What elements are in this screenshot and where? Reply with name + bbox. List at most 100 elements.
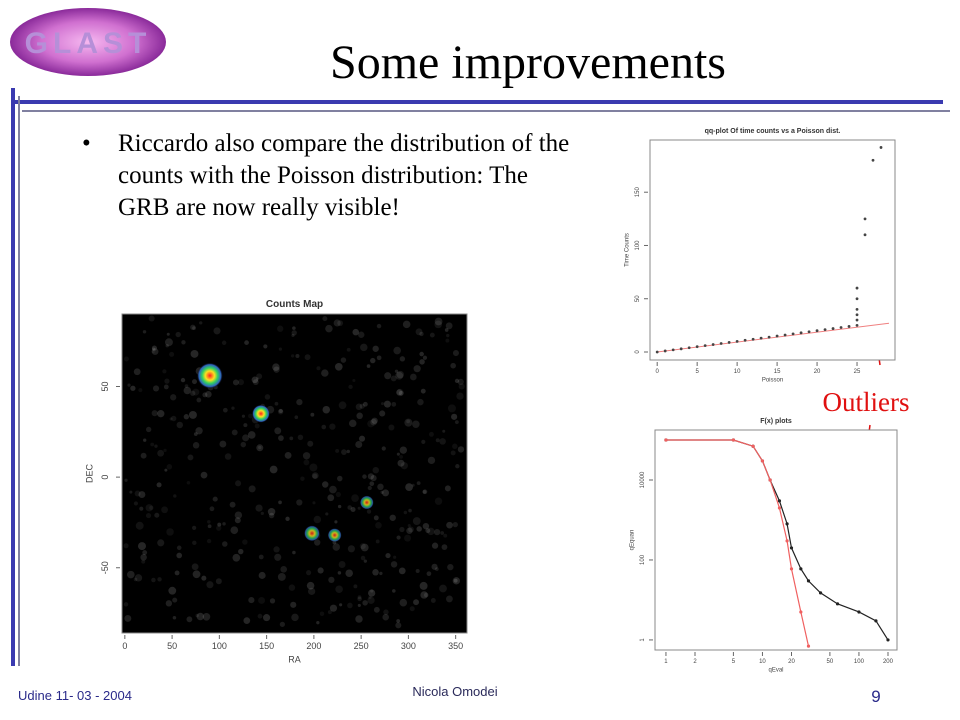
y-tick-label: 50 bbox=[100, 381, 110, 391]
background-noise bbox=[145, 426, 152, 433]
background-noise bbox=[444, 485, 451, 492]
background-noise bbox=[213, 327, 221, 335]
background-noise bbox=[368, 589, 376, 597]
background-noise bbox=[140, 554, 147, 561]
x-tick-label: 5 bbox=[695, 369, 699, 375]
background-noise bbox=[224, 453, 232, 460]
background-noise bbox=[381, 446, 386, 451]
background-noise bbox=[206, 538, 212, 544]
background-noise bbox=[390, 375, 397, 382]
background-noise bbox=[234, 511, 243, 519]
background-noise bbox=[433, 529, 441, 536]
background-noise bbox=[273, 366, 280, 373]
point bbox=[855, 323, 859, 327]
point bbox=[703, 344, 707, 348]
background-noise bbox=[337, 475, 343, 482]
x-tick-label: 5 bbox=[732, 659, 736, 665]
background-noise bbox=[238, 548, 244, 555]
background-noise bbox=[392, 589, 396, 593]
background-noise bbox=[398, 567, 406, 575]
background-noise bbox=[335, 491, 341, 498]
background-noise bbox=[422, 355, 428, 360]
point bbox=[818, 591, 823, 595]
background-noise bbox=[443, 533, 448, 538]
background-noise bbox=[412, 517, 421, 525]
point bbox=[831, 327, 835, 330]
point bbox=[863, 217, 867, 221]
background-noise bbox=[308, 587, 316, 595]
background-noise bbox=[294, 415, 299, 420]
background-noise bbox=[172, 597, 178, 603]
background-noise bbox=[222, 407, 228, 413]
point bbox=[727, 341, 731, 344]
background-noise bbox=[184, 384, 189, 388]
background-noise bbox=[311, 472, 319, 479]
background-noise bbox=[264, 394, 271, 400]
background-noise bbox=[322, 316, 328, 322]
background-noise bbox=[357, 603, 361, 607]
background-noise bbox=[168, 586, 177, 595]
background-noise bbox=[169, 351, 175, 357]
background-noise bbox=[207, 520, 211, 524]
point bbox=[807, 330, 811, 334]
background-noise bbox=[396, 535, 401, 540]
background-noise bbox=[339, 603, 343, 607]
point bbox=[711, 343, 715, 346]
point bbox=[855, 286, 859, 290]
background-noise bbox=[137, 542, 146, 551]
background-noise bbox=[399, 454, 403, 459]
background-noise bbox=[161, 506, 168, 514]
background-noise bbox=[360, 555, 366, 561]
background-noise bbox=[373, 606, 380, 613]
x-tick-label: 100 bbox=[854, 659, 865, 665]
background-noise bbox=[337, 504, 342, 509]
background-noise bbox=[304, 354, 311, 361]
background-noise bbox=[152, 385, 160, 392]
background-noise bbox=[439, 438, 446, 445]
background-noise bbox=[450, 450, 456, 456]
background-noise bbox=[329, 604, 338, 612]
background-noise bbox=[346, 347, 351, 352]
background-noise bbox=[337, 571, 342, 575]
background-noise bbox=[305, 570, 312, 576]
rule bbox=[18, 96, 20, 666]
background-noise bbox=[454, 378, 460, 384]
background-noise bbox=[388, 424, 395, 431]
point bbox=[785, 539, 789, 543]
background-noise bbox=[272, 363, 280, 371]
fit-line bbox=[657, 322, 890, 353]
background-noise bbox=[371, 417, 378, 424]
point bbox=[679, 347, 683, 351]
point bbox=[799, 567, 803, 571]
background-noise bbox=[291, 333, 295, 338]
point bbox=[815, 329, 819, 333]
background-noise bbox=[195, 613, 199, 618]
background-noise bbox=[157, 410, 165, 418]
background-noise bbox=[186, 481, 191, 485]
x-tick-label: 1 bbox=[664, 659, 668, 665]
background-noise bbox=[362, 600, 368, 606]
background-noise bbox=[359, 403, 365, 409]
background-noise bbox=[151, 410, 158, 417]
background-noise bbox=[458, 383, 465, 390]
background-noise bbox=[187, 454, 194, 461]
background-noise bbox=[452, 349, 459, 357]
rule bbox=[11, 88, 15, 666]
background-noise bbox=[130, 385, 136, 391]
y-axis-label: Time Counts bbox=[624, 233, 630, 267]
background-noise bbox=[269, 598, 276, 604]
background-noise bbox=[373, 515, 379, 521]
background-noise bbox=[452, 443, 458, 449]
point bbox=[886, 638, 890, 642]
background-noise bbox=[419, 351, 424, 357]
background-noise bbox=[142, 330, 147, 334]
x-tick-label: 25 bbox=[854, 369, 861, 375]
background-noise bbox=[151, 349, 155, 354]
background-noise bbox=[396, 388, 404, 397]
background-noise bbox=[232, 379, 239, 386]
background-noise bbox=[352, 328, 360, 336]
background-noise bbox=[370, 357, 376, 364]
background-noise bbox=[325, 324, 333, 333]
background-noise bbox=[141, 559, 146, 564]
point bbox=[751, 444, 755, 448]
